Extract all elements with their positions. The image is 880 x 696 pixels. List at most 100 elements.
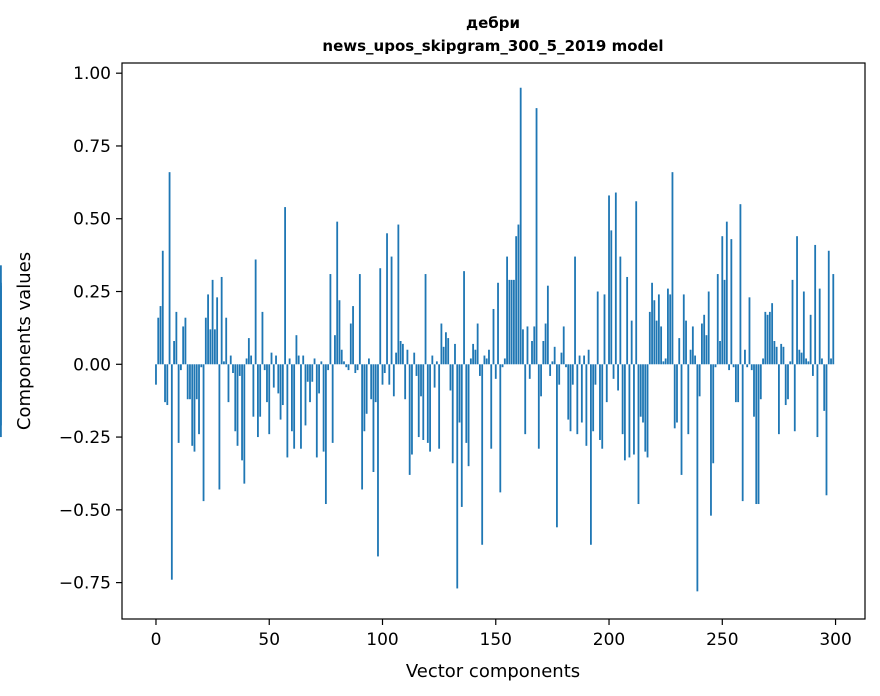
bar-252 [725, 221, 728, 365]
bar-2 [159, 306, 162, 365]
x-tick-label: 250 [706, 630, 738, 650]
bar-183 [569, 364, 572, 432]
bar-26 [213, 329, 216, 365]
bar-156 [508, 279, 511, 365]
bar-undefined [0, 282, 2, 365]
bar-192 [590, 364, 592, 545]
bar-14 [186, 364, 189, 400]
bar-44 [254, 259, 257, 365]
x-tick-label: 100 [366, 630, 398, 650]
bar-63 [297, 355, 300, 365]
bar-74 [322, 364, 325, 452]
bar-228 [671, 172, 674, 365]
bar-219 [651, 282, 653, 365]
bar-245 [710, 364, 712, 516]
bar-16 [191, 364, 194, 446]
bar-256 [734, 364, 737, 403]
bar-279 [787, 364, 789, 400]
bar-23 [207, 294, 209, 365]
bar-266 [757, 364, 760, 505]
bar-92 [363, 364, 366, 432]
bar-288 [807, 361, 810, 365]
bar-215 [642, 364, 644, 423]
bar-36 [236, 364, 239, 446]
bar-3 [161, 250, 164, 365]
bar-208 [626, 276, 629, 365]
bar-165 [528, 364, 531, 379]
bar-87 [352, 306, 354, 365]
bar-46 [259, 364, 262, 417]
bar-116 [417, 364, 420, 438]
bar-220 [653, 300, 656, 365]
bar-0 [155, 364, 157, 385]
x-axis-ticks: 0 50 100 150 200 250 300 [151, 619, 852, 650]
bar-189 [583, 355, 586, 365]
bar-19 [198, 364, 200, 435]
bar-62 [295, 335, 298, 365]
bar-222 [657, 294, 660, 365]
bar-201 [610, 230, 613, 365]
bar-96 [372, 364, 375, 472]
y-tick-label: 0.75 [73, 137, 111, 157]
y-tick-label: 0.25 [73, 283, 111, 303]
bar-5 [166, 364, 169, 406]
x-tick-label: 300 [819, 630, 851, 650]
bar-163 [524, 364, 527, 435]
bar-249 [719, 341, 721, 365]
bar-277 [782, 346, 785, 365]
bar-43 [252, 364, 255, 417]
bar-275 [778, 364, 780, 435]
bar-56 [281, 364, 284, 406]
bar-25 [211, 279, 214, 365]
bar-236 [689, 349, 692, 365]
bar-67 [306, 364, 309, 382]
bar-86 [349, 323, 352, 365]
bar-168 [535, 108, 538, 365]
bar-196 [599, 364, 601, 440]
bar-65 [302, 355, 305, 365]
bar-80 [336, 221, 339, 365]
bar-128 [445, 332, 447, 365]
bar-226 [667, 288, 669, 365]
bar-6 [168, 172, 171, 365]
bar-113 [411, 364, 413, 455]
bar-48 [263, 364, 266, 371]
bar-133 [456, 364, 459, 589]
bar-267 [759, 364, 762, 400]
bar-195 [596, 291, 599, 365]
bar-227 [669, 294, 672, 365]
bar-117 [420, 364, 422, 397]
bar-241 [701, 323, 703, 365]
bar-261 [746, 364, 749, 368]
bar-270 [766, 314, 769, 365]
bar-143 [479, 364, 481, 376]
bar-284 [798, 349, 801, 365]
chart-title: дебри [466, 14, 520, 32]
bar-76 [327, 364, 330, 371]
bar-94 [368, 358, 370, 365]
bar-59 [288, 358, 291, 365]
bar-138 [467, 364, 470, 467]
bar-167 [533, 326, 536, 365]
bar-223 [660, 326, 663, 365]
bar-18 [195, 364, 198, 400]
bar-290 [811, 364, 814, 376]
bar-240 [698, 364, 701, 397]
bar-286 [802, 291, 805, 365]
bar-147 [488, 349, 490, 365]
bar-194 [594, 364, 597, 385]
bar-124 [435, 361, 438, 365]
bar-11 [179, 364, 182, 371]
bar-108 [399, 341, 402, 365]
bar-81 [338, 300, 341, 365]
bar-105 [392, 364, 395, 397]
bar-185 [574, 256, 576, 365]
bar-120 [426, 364, 429, 443]
bar-146 [485, 358, 488, 365]
bar-280 [789, 361, 792, 365]
bar-91 [361, 364, 364, 490]
bar-271 [768, 311, 771, 365]
bar-24 [209, 329, 212, 365]
bar-250 [721, 236, 724, 365]
bar-undefined [0, 364, 2, 382]
